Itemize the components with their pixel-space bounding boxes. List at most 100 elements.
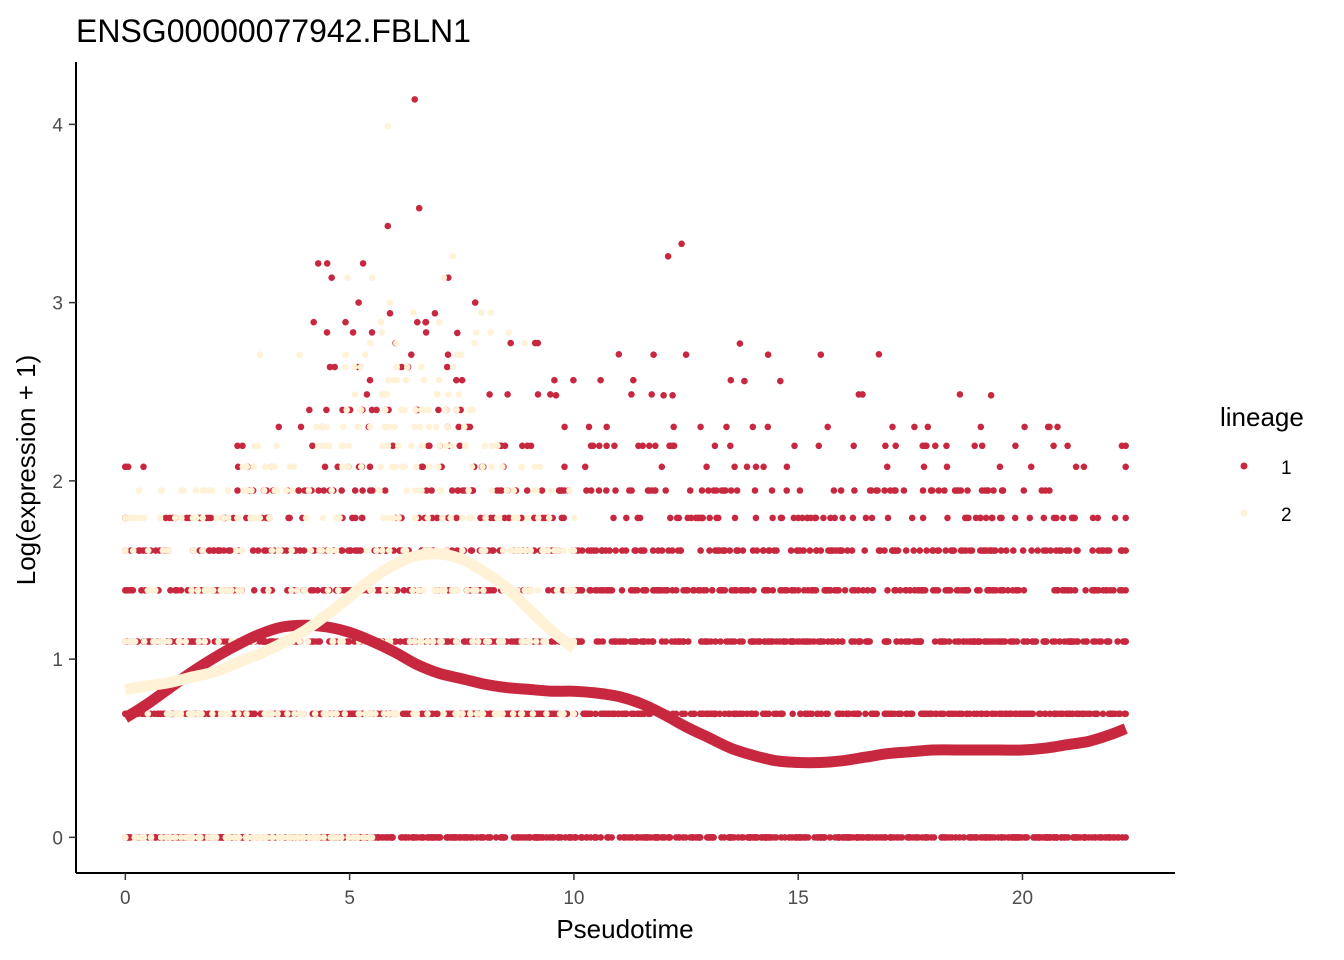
data-point-lineage-1 [952,834,959,841]
data-point-lineage-1 [665,547,672,554]
data-point-lineage-2 [393,339,400,347]
data-point-lineage-1 [556,487,563,494]
data-point-lineage-1 [640,710,647,718]
data-point-lineage-2 [560,547,567,554]
data-point-lineage-1 [611,442,618,450]
data-point-lineage-1 [662,587,670,594]
data-point-lineage-1 [275,423,283,431]
data-point-lineage-1 [887,834,895,841]
data-point-lineage-1 [587,487,595,494]
data-point-lineage-1 [250,587,258,594]
data-point-lineage-1 [486,391,493,398]
data-point-lineage-1 [550,834,557,841]
data-point-lineage-1 [315,487,322,494]
legend-key-2 [1240,509,1248,517]
data-point-lineage-1 [864,587,871,594]
data-point-lineage-1 [1046,423,1053,431]
data-point-lineage-1 [599,547,606,554]
data-point-lineage-1 [777,377,784,385]
data-point-lineage-2 [373,547,380,554]
data-point-lineage-2 [178,514,185,522]
data-point-lineage-1 [1089,514,1097,522]
data-point-lineage-1 [796,487,804,494]
data-point-lineage-1 [603,487,610,494]
data-point-lineage-2 [570,547,578,554]
data-point-lineage-2 [410,309,417,316]
data-point-lineage-2 [386,547,393,554]
data-point-lineage-1 [670,423,677,431]
data-point-lineage-1 [835,587,842,594]
data-point-lineage-1 [352,514,359,522]
data-point-lineage-1 [467,834,474,841]
data-point-lineage-1 [873,834,881,841]
data-point-lineage-2 [466,514,473,522]
data-point-lineage-1 [422,318,430,326]
data-point-lineage-1 [868,514,876,522]
data-point-lineage-2 [408,442,415,450]
data-point-lineage-1 [762,710,770,718]
data-point-lineage-1 [583,487,590,494]
data-point-lineage-2 [334,514,341,522]
data-point-lineage-2 [144,547,152,554]
data-point-lineage-1 [1100,547,1107,554]
data-point-lineage-2 [468,406,476,414]
data-point-lineage-1 [557,834,565,841]
data-point-lineage-2 [265,587,272,594]
data-point-lineage-2 [368,834,376,841]
data-point-lineage-2 [378,329,386,336]
data-point-lineage-2 [420,376,428,384]
data-point-lineage-1 [599,638,607,645]
data-point-lineage-1 [977,514,984,522]
data-point-lineage-1 [378,834,386,841]
data-point-lineage-2 [412,406,419,414]
data-point-lineage-2 [157,834,165,841]
data-point-lineage-1 [561,423,568,431]
data-point-lineage-1 [1080,463,1088,471]
data-point-lineage-1 [804,514,811,522]
data-point-lineage-1 [220,547,228,554]
data-point-lineage-2 [304,638,312,645]
data-point-lineage-1 [1046,487,1053,494]
data-point-lineage-1 [431,310,439,317]
data-point-lineage-2 [357,406,365,414]
data-point-lineage-1 [140,463,147,471]
data-point-lineage-1 [916,547,924,554]
data-point-lineage-2 [411,423,418,431]
data-point-lineage-1 [646,442,653,450]
data-point-lineage-1 [1090,587,1098,594]
data-point-lineage-2 [333,710,340,718]
data-point-lineage-1 [884,514,892,522]
data-point-lineage-2 [199,547,206,554]
data-point-lineage-1 [259,638,267,645]
data-point-lineage-2 [472,329,480,336]
data-point-lineage-1 [662,487,669,494]
data-point-lineage-2 [442,406,450,414]
data-point-lineage-1 [844,547,851,554]
data-point-lineage-2 [378,391,386,398]
data-point-lineage-1 [639,587,647,594]
data-point-lineage-1 [668,638,676,645]
data-point-lineage-2 [449,363,457,371]
data-point-lineage-1 [234,463,242,471]
data-point-lineage-1 [704,638,712,645]
data-point-lineage-1 [1035,710,1043,718]
data-point-lineage-1 [391,638,399,645]
data-point-lineage-1 [726,547,734,554]
data-point-lineage-2 [505,329,512,336]
data-point-lineage-1 [926,710,934,718]
data-point-lineage-1 [471,299,479,306]
data-point-lineage-2 [339,423,347,431]
data-point-lineage-2 [335,587,342,594]
data-point-lineage-1 [749,423,757,431]
data-point-lineage-2 [488,463,495,471]
data-point-lineage-1 [844,834,851,841]
data-point-lineage-2 [239,463,247,471]
data-point-lineage-1 [733,487,741,494]
data-point-lineage-1 [443,363,451,371]
data-point-lineage-1 [205,514,213,522]
data-point-lineage-1 [727,442,734,450]
data-point-lineage-1 [970,638,977,645]
data-point-lineage-2 [242,834,249,841]
data-point-lineage-1 [931,638,939,645]
data-point-lineage-1 [1066,547,1073,554]
